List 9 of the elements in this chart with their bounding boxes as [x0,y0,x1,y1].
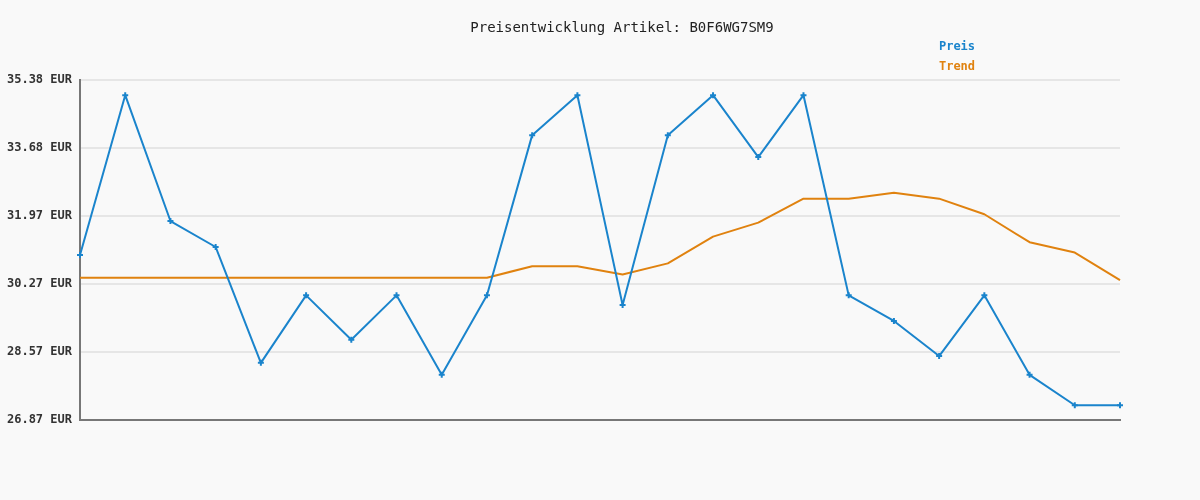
y-tick-label: 35.38 EUR [6,72,73,87]
y-tick-label: 31.97 EUR [6,208,73,223]
y-tick-label: 30.27 EUR [6,276,73,291]
text: Preis [938,39,976,54]
y-tick-label: 26.87 EUR [6,412,73,427]
chart-title: Preisentwicklung Artikel: B0F6WG7SM9 [470,18,774,35]
y-tick-label: 28.57 EUR [6,344,73,359]
text: Trend [938,59,976,74]
y-tick-label: 33.68 EUR [6,140,73,155]
